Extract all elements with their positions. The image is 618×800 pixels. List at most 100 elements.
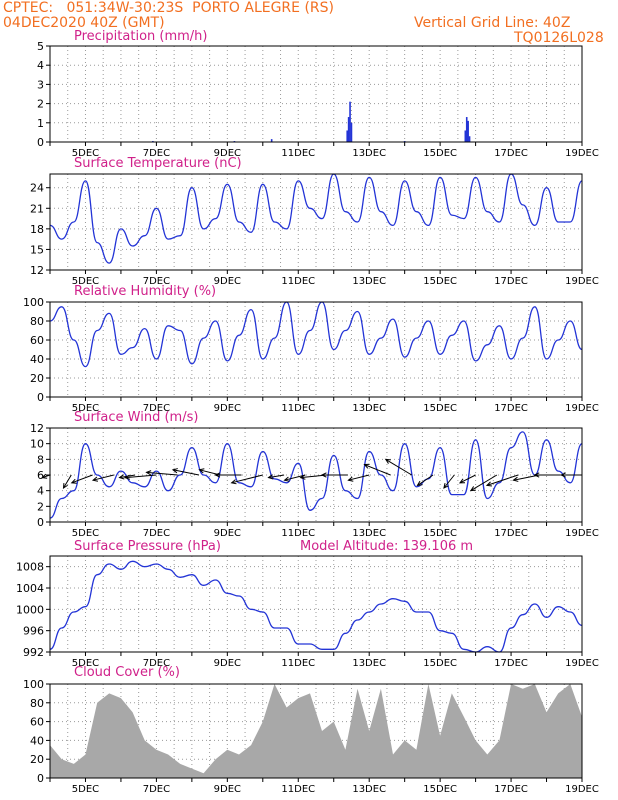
wind-arrow-head [458, 478, 466, 484]
wind-xtick-label: 9DEC [214, 528, 241, 539]
wind-arrow-head [283, 476, 290, 482]
precip-xtick-label: 15DEC [423, 148, 457, 159]
wind-arrow-head [363, 463, 370, 469]
wind-arrow [63, 474, 72, 489]
model-altitude: Model Altitude: 139.106 m [300, 539, 474, 554]
cloud-xtick-label: 13DEC [352, 784, 386, 795]
temp-xtick-label: 15DEC [423, 276, 457, 287]
precip-ytick-label: 3 [37, 78, 44, 91]
wind-arrow [385, 458, 413, 476]
wind-xtick-label: 5DEC [72, 528, 99, 539]
temp-ytick-label: 24 [30, 182, 44, 195]
wind-arrow [284, 474, 306, 481]
wind-arrow-head [443, 483, 449, 489]
temp-ytick-label: 18 [30, 223, 44, 236]
precip-bar [465, 117, 468, 142]
wind-arrow [470, 474, 498, 492]
wind-xtick-label: 19DEC [565, 528, 599, 539]
precip-bar [346, 130, 349, 142]
precip-bar [270, 139, 273, 142]
cloud-ytick-label: 20 [30, 753, 44, 766]
pressure-line [49, 560, 583, 653]
wind-arrow [146, 471, 178, 476]
rh-ytick-label: 0 [37, 391, 44, 404]
cloud-xtick-label: 11DEC [281, 784, 315, 795]
wind-xtick-label: 11DEC [281, 528, 315, 539]
wind-arrow-head [41, 473, 48, 479]
pressure-title: Surface Pressure (hPa) [74, 539, 221, 554]
rh-ytick-label: 100 [23, 296, 44, 309]
temp-xtick-label: 19DEC [565, 276, 599, 287]
pressure-ytick-label: 992 [23, 646, 44, 659]
cloud-ytick-label: 100 [23, 678, 44, 691]
wind-arrow-head [512, 476, 519, 482]
wind-arrow-head [384, 458, 391, 464]
wind-arrow [92, 474, 114, 481]
precip-bar [467, 120, 469, 142]
wind-arrow-head [299, 474, 306, 480]
rh-ytick-label: 80 [30, 315, 44, 328]
wind-arrow-head [485, 481, 492, 487]
precip-xtick-label: 11DEC [281, 148, 315, 159]
wind-arrow [486, 474, 519, 486]
wind-ytick-label: 4 [37, 485, 44, 498]
rh-xtick-label: 5DEC [72, 403, 99, 414]
precip-ytick-label: 2 [37, 98, 44, 111]
cloud-xtick-label: 17DEC [494, 784, 528, 795]
temp-ytick-label: 15 [30, 243, 44, 256]
wind-ytick-label: 2 [37, 500, 44, 513]
rh-xtick-label: 15DEC [423, 403, 457, 414]
wind-arrow-head [416, 480, 423, 487]
wind-arrow-head [70, 478, 77, 484]
pressure-ytick-label: 1004 [16, 582, 44, 595]
precip-xtick-label: 17DEC [494, 148, 528, 159]
wind-arrow [348, 474, 370, 481]
rh-ytick-label: 20 [30, 372, 44, 385]
wind-ytick-label: 12 [30, 422, 44, 435]
rh-line [49, 301, 583, 368]
model-run-id: TQ0126L028 [514, 30, 604, 46]
cloud-xtick-label: 19DEC [565, 784, 599, 795]
wind-arrow-head [214, 472, 221, 478]
cloud-ytick-label: 60 [30, 716, 44, 729]
wind-ytick-label: 10 [30, 438, 44, 451]
wind-xtick-label: 17DEC [494, 528, 528, 539]
rh-title: Relative Humidity (%) [74, 284, 217, 299]
cloud-ytick-label: 80 [30, 697, 44, 710]
pressure-xtick-label: 13DEC [352, 658, 386, 669]
wind-arrow [417, 474, 434, 486]
cloud-ytick-label: 40 [30, 734, 44, 747]
precip-ytick-label: 0 [37, 136, 44, 149]
wind-arrow [231, 474, 263, 484]
precip-xtick-label: 9DEC [214, 148, 241, 159]
wind-arrow [172, 469, 200, 476]
pressure-ytick-label: 1000 [16, 603, 44, 616]
wind-xtick-label: 13DEC [352, 528, 386, 539]
wind-arrow-head [320, 472, 327, 478]
cloud-xtick-label: 7DEC [143, 784, 170, 795]
wind-arrow-head [533, 472, 540, 478]
wind-arrow-head [469, 486, 476, 492]
wind-xtick-label: 7DEC [143, 528, 170, 539]
wind-arrow-head [267, 474, 274, 480]
temp-xtick-label: 9DEC [214, 276, 241, 287]
wind-line [49, 431, 583, 519]
temp-frame [49, 173, 583, 271]
cloud-xtick-label: 9DEC [214, 784, 241, 795]
cloud-xtick-label: 5DEC [72, 784, 99, 795]
wind-ytick-label: 6 [37, 469, 44, 482]
wind-arrow-head [91, 476, 99, 482]
pressure-xtick-label: 15DEC [423, 658, 457, 669]
cloud-ytick-label: 0 [37, 772, 44, 785]
temp-xtick-label: 11DEC [281, 276, 315, 287]
pressure-xtick-label: 11DEC [281, 658, 315, 669]
rh-xtick-label: 11DEC [281, 403, 315, 414]
precip-ytick-label: 5 [37, 40, 44, 53]
precip-title: Precipitation (mm/h) [74, 29, 208, 44]
temp-xtick-label: 17DEC [494, 276, 528, 287]
precip-bar [347, 117, 350, 142]
precip-xtick-label: 5DEC [72, 148, 99, 159]
wind-title: Surface Wind (m/s) [74, 410, 199, 425]
wind-arrow [71, 474, 93, 484]
